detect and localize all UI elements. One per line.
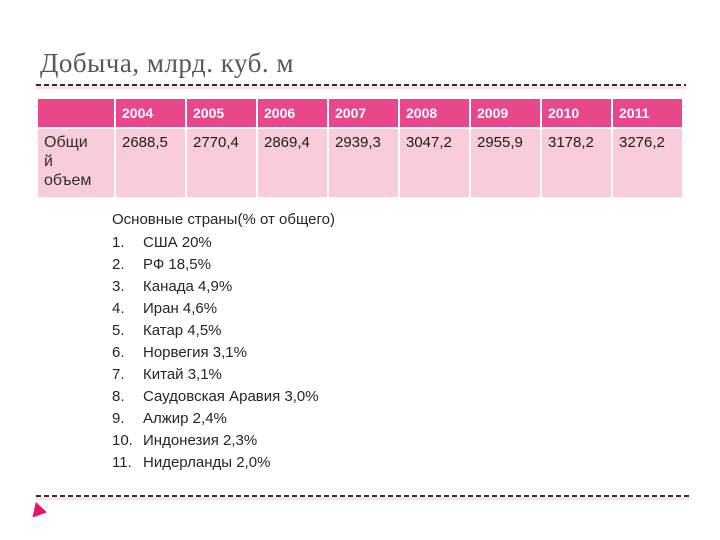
value-cell-2009: 2955,9 xyxy=(469,127,542,199)
list-item: 3. Канада 4,9% xyxy=(112,276,335,298)
year-header-2008: 2008 xyxy=(398,97,471,129)
table-data-row: Общи й объем 2688,5 2770,4 2869,4 2939,3… xyxy=(36,127,684,199)
list-item-text: Катар 4,5% xyxy=(143,322,222,339)
year-header-2006: 2006 xyxy=(256,97,329,129)
list-item-number: 11. xyxy=(112,454,132,471)
list-item-number: 9. xyxy=(112,410,125,427)
table-header-row: 2004 2005 2006 2007 2008 2009 2010 2011 xyxy=(36,97,684,129)
list-item: 1. США 20% xyxy=(112,232,335,254)
year-header-2005: 2005 xyxy=(185,97,258,129)
value-cell-2008: 3047,2 xyxy=(398,127,471,199)
list-item-text: Алжир 2,4% xyxy=(143,410,227,427)
list-item: 11. Нидерланды 2,0% xyxy=(112,452,335,474)
list-item-text: РФ 18,5% xyxy=(143,256,211,273)
list-item-text: Саудовская Аравия 3,0% xyxy=(143,388,319,405)
value-cell-2011: 3276,2 xyxy=(611,127,684,199)
value-cell-2005: 2770,4 xyxy=(185,127,258,199)
list-item-text: США 20% xyxy=(143,234,212,251)
value-cell-2010: 3178,2 xyxy=(540,127,613,199)
year-header-2004: 2004 xyxy=(114,97,187,129)
list-item: 5. Катар 4,5% xyxy=(112,320,335,342)
list-item-number: 10. xyxy=(112,432,133,449)
row-header-total-volume: Общи й объем xyxy=(36,127,116,199)
list-item: 2. РФ 18,5% xyxy=(112,254,335,276)
value-cell-2004: 2688,5 xyxy=(114,127,187,199)
value-cell-2006: 2869,4 xyxy=(256,127,329,199)
country-share-list: Основные страны(% от общего) 1. США 20% 2… xyxy=(112,209,335,474)
list-item-number: 6. xyxy=(112,344,125,361)
list-item-text: Норвегия 3,1% xyxy=(143,344,247,361)
year-header-2009: 2009 xyxy=(469,97,542,129)
list-item-text: Индонезия 2,3% xyxy=(143,432,258,449)
list-item-text: Иран 4,6% xyxy=(143,300,218,317)
year-header-2010: 2010 xyxy=(540,97,613,129)
table-corner-cell xyxy=(36,97,116,129)
list-item: 8. Саудовская Аравия 3,0% xyxy=(112,386,335,408)
list-item: 6. Норвегия 3,1% xyxy=(112,342,335,364)
list-item-number: 1. xyxy=(112,234,125,251)
list-item: 7. Китай 3,1% xyxy=(112,364,335,386)
list-item-number: 5. xyxy=(112,322,125,339)
list-item: 9. Алжир 2,4% xyxy=(112,408,335,430)
list-item-text: Нидерланды 2,0% xyxy=(143,454,271,471)
dashed-line-shadow xyxy=(36,86,686,89)
list-item-number: 8. xyxy=(112,388,125,405)
list-item-text: Канада 4,9% xyxy=(143,278,233,295)
value-cell-2007: 2939,3 xyxy=(327,127,400,199)
list-heading: Основные страны(% от общего) xyxy=(112,211,335,228)
year-header-2011: 2011 xyxy=(611,97,684,129)
list-item: 4. Иран 4,6% xyxy=(112,298,335,320)
list-item-text: Китай 3,1% xyxy=(143,366,222,383)
footer-divider-dashed-line xyxy=(36,495,691,500)
title-divider-dashed-line xyxy=(36,84,686,89)
dashed-line xyxy=(36,84,686,86)
year-header-2007: 2007 xyxy=(327,97,400,129)
production-table: 2004 2005 2006 2007 2008 2009 2010 2011 … xyxy=(36,97,684,199)
list-item-number: 4. xyxy=(112,300,125,317)
list-item-number: 2. xyxy=(112,256,125,273)
list-item: 10. Индонезия 2,3% xyxy=(112,430,335,452)
footer-arrow-icon xyxy=(32,501,49,521)
list-item-number: 7. xyxy=(112,366,125,383)
dashed-line-shadow xyxy=(36,497,691,500)
list-item-number: 3. xyxy=(112,278,125,295)
slide-title: Добыча, млрд. куб. м xyxy=(40,48,295,78)
dashed-line xyxy=(36,495,691,497)
